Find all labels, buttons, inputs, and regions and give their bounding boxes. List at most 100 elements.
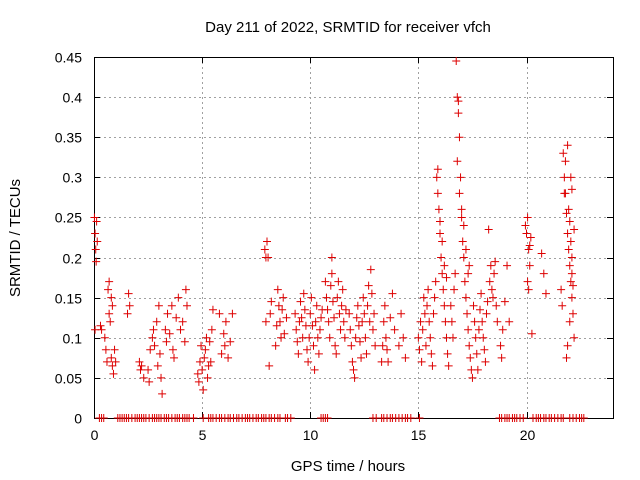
data-point bbox=[561, 157, 570, 166]
data-point bbox=[307, 293, 316, 302]
data-point bbox=[526, 233, 535, 242]
data-point bbox=[91, 229, 100, 238]
chart-title: Day 211 of 2022, SRMTID for receiver vfc… bbox=[205, 19, 491, 36]
data-point bbox=[195, 357, 204, 366]
data-point bbox=[461, 245, 470, 254]
data-point bbox=[563, 229, 572, 238]
data-point bbox=[202, 333, 211, 342]
data-point bbox=[97, 325, 106, 334]
data-point bbox=[306, 309, 315, 318]
data-point bbox=[557, 285, 566, 294]
data-point bbox=[174, 293, 183, 302]
data-point bbox=[328, 297, 337, 306]
data-point bbox=[111, 357, 120, 366]
data-point bbox=[220, 341, 229, 350]
data-point bbox=[278, 305, 287, 314]
data-point bbox=[438, 237, 447, 246]
data-point bbox=[92, 257, 101, 266]
data-point bbox=[153, 361, 162, 370]
data-point bbox=[336, 325, 345, 334]
data-point bbox=[436, 229, 444, 238]
data-point bbox=[303, 345, 312, 354]
data-point bbox=[468, 373, 477, 382]
data-point bbox=[447, 317, 456, 326]
data-point bbox=[293, 337, 302, 346]
data-point bbox=[565, 261, 574, 270]
data-point bbox=[390, 325, 399, 334]
data-point bbox=[292, 325, 301, 334]
data-point bbox=[346, 325, 355, 334]
data-point bbox=[519, 414, 528, 422]
data-point bbox=[384, 357, 393, 366]
data-point bbox=[492, 301, 501, 310]
data-point bbox=[446, 301, 455, 310]
data-point bbox=[90, 213, 99, 222]
data-point bbox=[455, 189, 464, 198]
data-point bbox=[193, 369, 202, 378]
data-point bbox=[473, 365, 482, 374]
data-point bbox=[362, 349, 371, 358]
data-point bbox=[537, 249, 546, 258]
data-point bbox=[338, 285, 347, 294]
data-point bbox=[381, 333, 390, 342]
data-point bbox=[440, 261, 449, 270]
data-point bbox=[340, 333, 349, 342]
data-point bbox=[273, 285, 282, 294]
data-point bbox=[163, 309, 172, 318]
data-point bbox=[314, 349, 323, 358]
data-point bbox=[352, 313, 361, 322]
data-point bbox=[291, 309, 300, 318]
data-point bbox=[541, 289, 550, 298]
data-point bbox=[434, 205, 443, 214]
data-point bbox=[523, 213, 532, 222]
x-axis-label: GPS time / hours bbox=[291, 458, 405, 475]
data-point bbox=[524, 245, 533, 254]
data-point bbox=[92, 217, 101, 226]
data-point bbox=[498, 325, 507, 334]
data-point bbox=[339, 317, 348, 326]
data-point bbox=[416, 317, 425, 326]
data-point bbox=[201, 345, 210, 354]
data-point bbox=[323, 305, 332, 314]
data-point bbox=[527, 329, 536, 338]
data-point bbox=[354, 321, 363, 330]
data-point bbox=[178, 317, 187, 326]
data-point bbox=[194, 377, 203, 386]
data-point bbox=[300, 305, 309, 314]
data-point bbox=[399, 333, 408, 342]
data-point bbox=[180, 337, 189, 346]
data-point bbox=[461, 293, 470, 302]
data-point bbox=[426, 333, 435, 342]
data-point bbox=[365, 317, 374, 326]
data-point bbox=[353, 301, 362, 310]
data-point bbox=[149, 325, 158, 334]
data-point bbox=[165, 329, 174, 338]
data-point bbox=[263, 237, 271, 246]
data-point bbox=[480, 345, 489, 354]
data-point bbox=[310, 365, 319, 374]
data-point bbox=[260, 245, 269, 254]
data-point bbox=[366, 265, 375, 274]
data-point bbox=[172, 313, 181, 322]
data-point bbox=[456, 173, 465, 182]
data-point bbox=[272, 321, 281, 330]
data-point bbox=[334, 277, 343, 286]
data-point bbox=[570, 225, 579, 234]
data-point bbox=[470, 317, 479, 326]
data-point bbox=[217, 349, 226, 358]
data-point bbox=[430, 293, 439, 302]
data-point bbox=[261, 317, 270, 326]
data-point bbox=[189, 414, 198, 422]
data-point bbox=[437, 253, 446, 262]
data-point bbox=[486, 261, 495, 270]
data-point bbox=[168, 345, 177, 354]
data-point bbox=[568, 309, 577, 318]
data-point bbox=[206, 357, 215, 366]
data-point bbox=[567, 293, 576, 302]
data-point bbox=[181, 285, 190, 294]
data-point bbox=[200, 353, 209, 362]
data-point bbox=[360, 309, 369, 318]
data-point bbox=[487, 285, 496, 294]
data-point bbox=[274, 301, 283, 310]
data-point bbox=[337, 301, 346, 310]
